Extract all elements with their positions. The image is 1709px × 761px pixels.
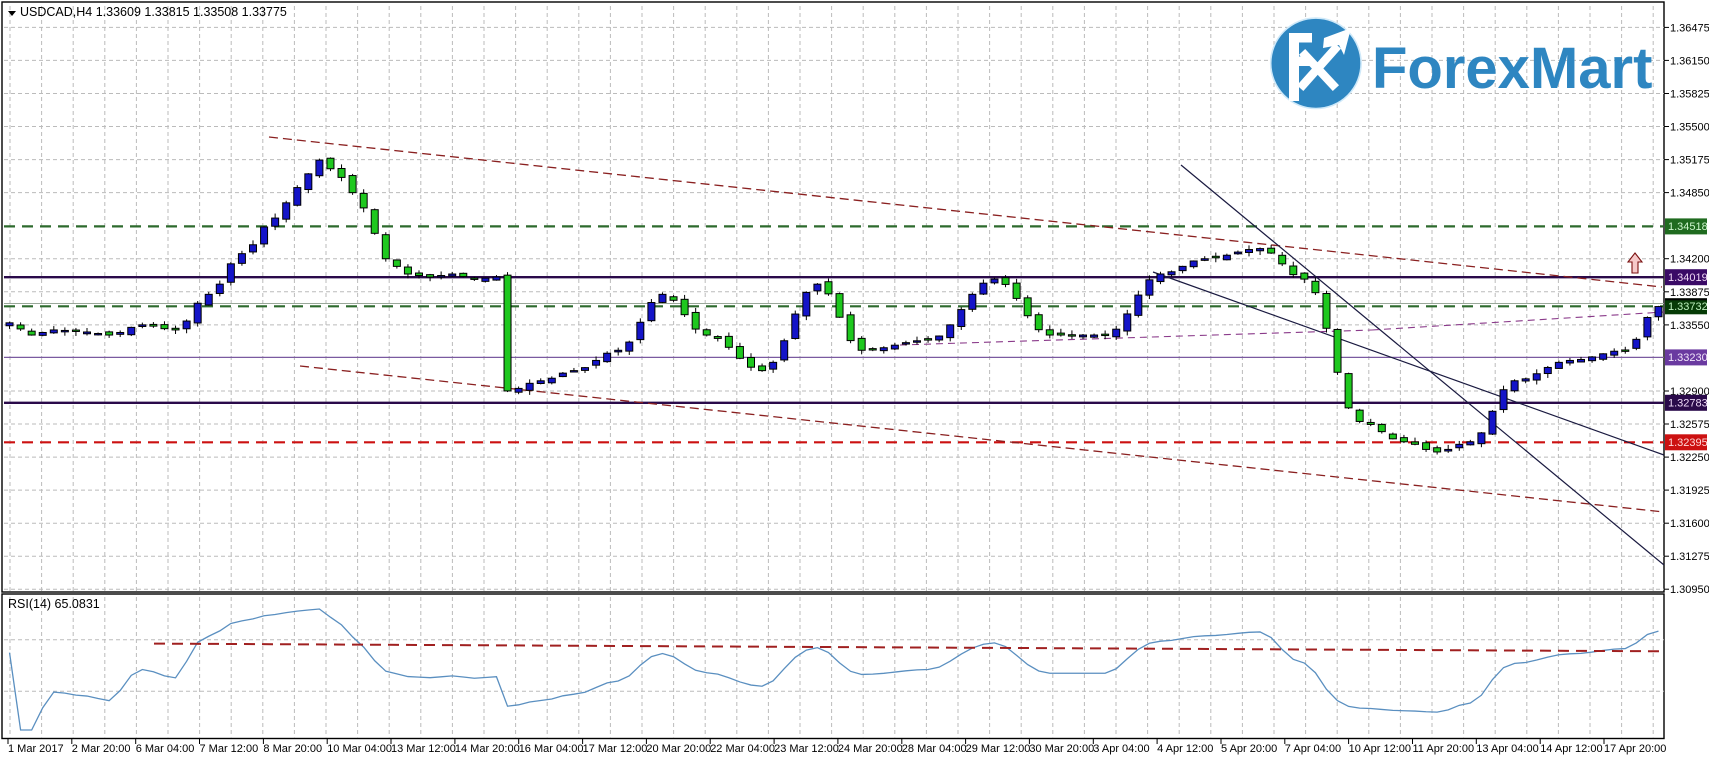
svg-text:10 Mar 04:00: 10 Mar 04:00 [327,743,392,755]
svg-text:7 Apr 04:00: 7 Apr 04:00 [1285,743,1341,755]
svg-text:11 Apr 20:00: 11 Apr 20:00 [1413,743,1475,755]
svg-text:1.34518: 1.34518 [1668,221,1708,233]
svg-text:1.32250: 1.32250 [1670,452,1709,464]
svg-text:13 Apr 04:00: 13 Apr 04:00 [1476,743,1538,755]
svg-text:14 Mar 20:00: 14 Mar 20:00 [455,743,520,755]
svg-text:22 Mar 04:00: 22 Mar 04:00 [710,743,775,755]
svg-text:1.32395: 1.32395 [1668,437,1708,449]
svg-text:13 Mar 12:00: 13 Mar 12:00 [391,743,456,755]
svg-text:1.33550: 1.33550 [1670,320,1709,332]
svg-text:RSI(14) 65.0831: RSI(14) 65.0831 [8,597,100,611]
svg-text:ForexMart: ForexMart [1372,36,1652,101]
svg-text:30 Mar 20:00: 30 Mar 20:00 [1029,743,1094,755]
svg-text:10 Apr 12:00: 10 Apr 12:00 [1349,743,1411,755]
svg-text:1.32783: 1.32783 [1668,398,1708,410]
svg-text:1.31925: 1.31925 [1670,485,1709,497]
svg-text:1.30950: 1.30950 [1670,584,1709,596]
svg-text:1.33875: 1.33875 [1670,287,1709,299]
svg-text:1.31600: 1.31600 [1670,518,1709,530]
svg-text:1.35500: 1.35500 [1670,122,1709,134]
svg-text:1.31275: 1.31275 [1670,551,1709,563]
svg-text:1.35175: 1.35175 [1670,155,1709,167]
svg-text:28 Mar 04:00: 28 Mar 04:00 [902,743,967,755]
svg-text:1.34019: 1.34019 [1668,272,1708,284]
svg-text:24 Mar 20:00: 24 Mar 20:00 [838,743,903,755]
svg-text:1.34850: 1.34850 [1670,188,1709,200]
svg-text:7 Mar 12:00: 7 Mar 12:00 [200,743,259,755]
svg-text:20 Mar 20:00: 20 Mar 20:00 [646,743,711,755]
svg-text:5 Apr 20:00: 5 Apr 20:00 [1221,743,1277,755]
svg-text:1.35825: 1.35825 [1670,89,1709,101]
svg-text:17 Mar 12:00: 17 Mar 12:00 [583,743,648,755]
svg-text:1.32575: 1.32575 [1670,419,1709,431]
svg-text:USDCAD,H4 1.33609 1.33815 1.3: USDCAD,H4 1.33609 1.33815 1.33508 1.3377… [20,5,287,19]
svg-text:1.34200: 1.34200 [1670,254,1709,266]
svg-text:1 Mar 2017: 1 Mar 2017 [8,743,64,755]
svg-text:16 Mar 04:00: 16 Mar 04:00 [519,743,584,755]
svg-text:4 Apr 12:00: 4 Apr 12:00 [1157,743,1213,755]
svg-text:1.33230: 1.33230 [1668,352,1708,364]
svg-text:29 Mar 12:00: 29 Mar 12:00 [966,743,1031,755]
svg-text:3 Apr 04:00: 3 Apr 04:00 [1093,743,1149,755]
svg-text:1.36475: 1.36475 [1670,22,1709,34]
svg-text:23 Mar 12:00: 23 Mar 12:00 [774,743,839,755]
svg-text:6 Mar 04:00: 6 Mar 04:00 [136,743,195,755]
svg-text:1.36150: 1.36150 [1670,55,1709,67]
svg-text:14 Apr 12:00: 14 Apr 12:00 [1540,743,1602,755]
svg-text:8 Mar 20:00: 8 Mar 20:00 [263,743,322,755]
svg-text:2 Mar 20:00: 2 Mar 20:00 [72,743,131,755]
svg-text:17 Apr 20:00: 17 Apr 20:00 [1604,743,1666,755]
svg-text:1.33732: 1.33732 [1668,301,1708,313]
